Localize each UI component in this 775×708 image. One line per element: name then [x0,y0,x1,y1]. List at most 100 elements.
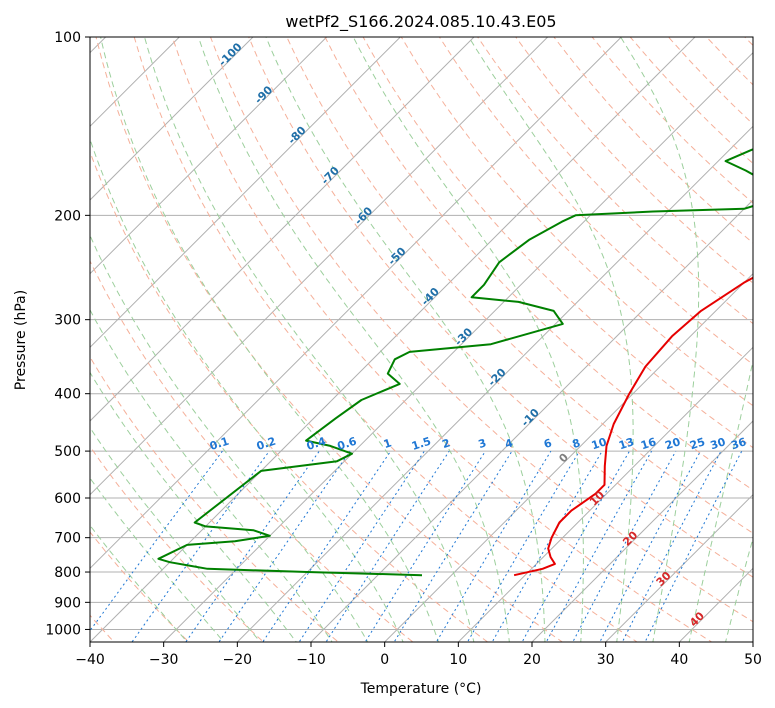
dry-adiabat-line [362,37,753,449]
dry-adiabat-line [324,37,753,491]
moist-adiabat-line [759,37,775,654]
isotherm-line [531,420,753,642]
background-line-labels: 0.1 0.2 0.4 0.6 1 1.5 2 3 4 6 8 10 13 16 20 25 30 36-100-… [208,40,748,629]
y-tick-label: 900 [54,595,81,611]
mixing-ratio-label: 16 [639,435,658,452]
moist-adiabat-line [468,37,634,642]
moist-adiabat-line [688,358,753,642]
isotherm-label: -100 [216,40,245,69]
dry-adiabat-line [90,150,489,642]
x-tick-label: 20 [523,652,541,668]
isotherm-label: -90 [252,83,275,106]
isotherm-line [90,37,475,422]
dry-adiabat-line [477,37,753,325]
mixing-ratio-label: 1 [382,436,393,451]
moist-adiabat-line [90,477,225,642]
mixing-ratio-label: 0.6 [336,434,359,452]
dry-adiabat-line [515,37,753,284]
dry-adiabat-line [706,37,753,86]
isotherm-label: -50 [385,244,408,267]
mixing-ratio-line [90,450,223,632]
dry-adiabat-line [668,37,753,125]
dry-adiabat-line [248,37,753,578]
isotherm-line [605,493,753,642]
mixing-ratio-line [644,450,743,642]
mixing-ratio-label: 36 [729,435,748,452]
chart-title: wetPf2_S166.2024.085.10.43.E05 [285,12,556,32]
y-tick-label: 700 [54,531,81,547]
mixing-ratio-line [572,450,677,642]
mixing-ratio-line [599,450,701,642]
moist-adiabat-line [90,234,369,642]
y-axis-label: Pressure (hPa) [13,290,29,390]
grid-layer [90,37,775,654]
moist-adiabat-line [90,137,404,642]
dry-adiabat-line [591,37,753,204]
moist-adiabat-line [725,536,753,642]
mixing-ratio-line [131,450,270,642]
x-tick-label: 50 [744,652,762,668]
dry-adiabat-line [438,37,753,366]
moist-adiabat-line [620,37,700,642]
moist-adiabat-line [352,37,584,642]
x-axis-label: Temperature (°C) [360,681,482,697]
dry-adiabat-line [400,37,753,407]
mixing-ratio-label: 0.2 [255,435,278,453]
isotherm-label: -70 [319,164,342,187]
moist-adiabat-line [144,37,475,642]
x-tick-label: −30 [149,652,179,668]
mixing-ratio-line [185,450,320,642]
mixing-ratio-label: 30 [709,435,728,452]
y-tick-label: 300 [54,313,81,329]
dewpoint-profile [157,148,753,577]
mixing-ratio-line [545,450,653,642]
dry-adiabat-line [90,356,339,642]
isotherm-line [90,37,696,642]
x-tick-label: −20 [223,652,253,668]
moist-adiabat-line [90,426,261,642]
isotherm-line [90,37,328,275]
moist-adiabat-line [197,37,510,642]
x-axis: −40 −30 −20 −10 0 10 20 30 40 50 [75,642,762,668]
x-tick-label: 0 [380,652,389,668]
mixing-ratio-label: 4 [503,436,515,451]
mixing-ratio-label: 0.1 [208,435,231,453]
y-tick-label: 100 [54,30,81,46]
temperature-profile [513,276,753,577]
moist-adiabat-line [90,308,333,642]
moist-adiabat-line [265,37,546,642]
mixing-ratio-line [393,450,513,642]
y-tick-label: 800 [54,565,81,581]
isotherm-line [236,125,753,642]
isotherm-line [310,199,753,642]
mixing-ratio-line [325,450,450,642]
isotherm-label: -40 [419,285,442,308]
dry-adiabat-line [90,445,265,642]
y-axis: 100 200 300 400 500 600 700 800 900 1000 [45,30,90,638]
isotherm-line [752,641,753,642]
dry-adiabat-line [133,37,638,642]
isotherm-label: -10 [519,406,542,429]
isotherm-line [163,51,753,642]
mixing-ratio-label: 3 [477,436,488,451]
isotherm-label: 40 [687,609,707,629]
isotherm-line [457,346,753,642]
mixing-ratio-label: 25 [688,435,707,452]
dry-adiabat-line [95,37,564,642]
mixing-ratio-line [262,450,392,642]
mixing-ratio-line [435,450,552,642]
moist-adiabat-line [90,371,297,642]
mixing-ratio-line [621,450,722,642]
y-tick-label: 600 [54,491,81,507]
dry-adiabat-line [90,259,414,642]
mixing-ratio-label: 0.4 [305,434,328,452]
isotherm-line [384,272,753,642]
dry-adiabat-line [210,37,753,623]
mixing-ratio-line [298,450,425,642]
isotherm-label: -80 [285,123,308,146]
y-tick-label: 500 [54,444,81,460]
mixing-ratio-label: 6 [542,436,554,451]
y-tick-label: 1000 [45,622,81,638]
isotherm-label: -20 [485,365,508,388]
isotherm-line [90,37,254,201]
